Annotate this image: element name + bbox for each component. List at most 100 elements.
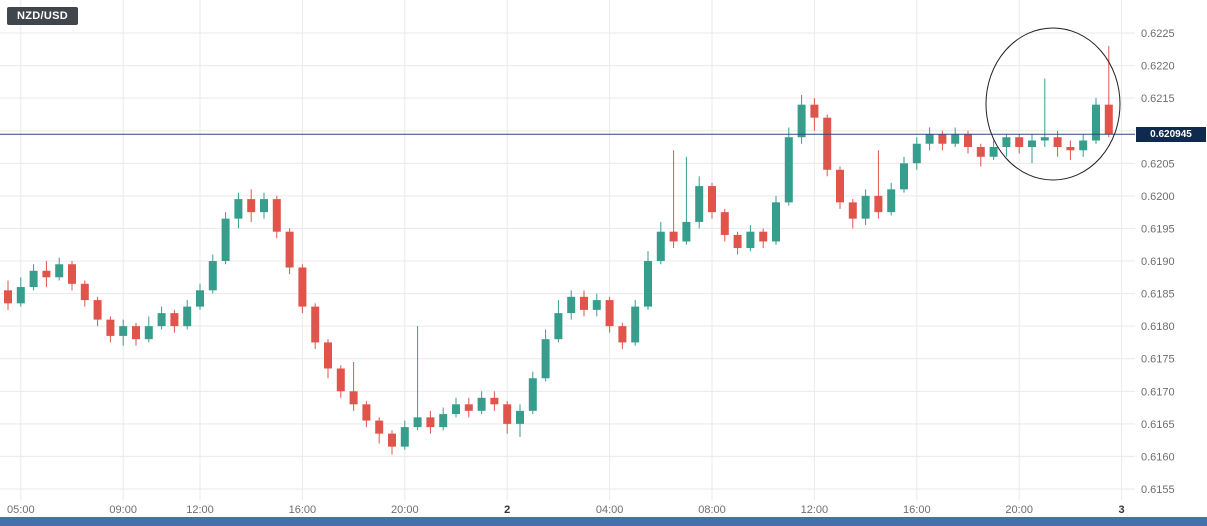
candle: [554, 300, 563, 343]
candle-body: [16, 287, 25, 304]
candle: [452, 397, 460, 418]
candle: [132, 322, 140, 346]
candle: [989, 140, 998, 161]
candle: [68, 261, 76, 291]
candle-body: [669, 231, 678, 242]
x-axis-label: 12:00: [186, 504, 214, 516]
candle: [375, 417, 384, 444]
candle: [1104, 46, 1113, 138]
candle-body: [1002, 137, 1011, 147]
candle-body: [400, 427, 409, 447]
candle-body: [388, 433, 396, 447]
candle: [541, 329, 550, 382]
candle-body: [1079, 140, 1088, 151]
candle: [874, 150, 883, 219]
candle: [298, 264, 307, 314]
candle-body: [272, 199, 281, 232]
candle: [272, 195, 281, 239]
candle: [708, 182, 716, 219]
candle-body: [1066, 147, 1075, 151]
candle: [695, 176, 704, 229]
y-axis-label: 0.6205: [1141, 158, 1175, 170]
candle-body: [541, 339, 550, 379]
candle-body: [132, 326, 140, 340]
candle: [912, 137, 921, 170]
candle: [4, 280, 12, 310]
x-axis-label: 20:00: [1005, 504, 1033, 516]
candle: [157, 306, 166, 330]
y-axis-label: 0.6195: [1141, 223, 1175, 235]
candle-body: [887, 189, 896, 213]
candle: [720, 208, 729, 242]
candle-body: [580, 296, 588, 310]
candle: [1040, 78, 1049, 147]
candle-body: [772, 202, 780, 242]
candle: [887, 182, 896, 216]
candle: [759, 228, 768, 248]
x-axis-label: 16:00: [903, 504, 931, 516]
candle: [592, 293, 601, 317]
candle-body: [708, 186, 716, 213]
candle: [55, 257, 64, 281]
candle: [144, 316, 153, 343]
candle: [644, 251, 652, 310]
candle: [106, 316, 115, 343]
candle-body: [119, 326, 128, 336]
candle-body: [170, 313, 179, 327]
candle-body: [1053, 137, 1062, 147]
grid-layer: 0.62250.62200.62150.62100.62050.62000.61…: [0, 0, 1175, 516]
candle-body: [490, 397, 499, 405]
candle: [426, 410, 435, 434]
candle-body: [247, 199, 256, 213]
candle-body: [900, 163, 908, 190]
bottom-strip: [0, 517, 1207, 526]
y-axis-label: 0.6165: [1141, 419, 1175, 431]
candle-body: [144, 326, 153, 340]
candle: [516, 404, 524, 437]
candle-body: [452, 404, 460, 415]
candle: [439, 407, 448, 431]
candle: [836, 166, 844, 209]
candle-body: [605, 300, 614, 327]
candle-body: [797, 104, 806, 138]
candle-body: [157, 313, 166, 327]
candle-body: [925, 133, 934, 144]
candle-body: [29, 270, 38, 288]
candle-body: [349, 391, 358, 405]
candle-body: [951, 133, 960, 144]
y-axis-label: 0.6160: [1141, 451, 1175, 463]
price-badge: 0.620945: [1136, 126, 1206, 142]
candle-body: [336, 368, 345, 392]
candle-body: [759, 231, 768, 242]
candles-layer: [4, 46, 1113, 455]
candle: [336, 365, 345, 398]
y-axis-label: 0.6200: [1141, 191, 1175, 203]
candle: [183, 300, 192, 330]
candle-body: [720, 212, 729, 235]
candle-body: [746, 231, 755, 248]
candle: [1079, 133, 1088, 157]
candle-body: [93, 300, 102, 320]
circle-annotation: [985, 27, 1121, 181]
candle-body: [1092, 104, 1100, 141]
candle-body: [324, 342, 332, 369]
candle-body: [810, 104, 819, 118]
candle-body: [1104, 104, 1113, 134]
x-axis-label: 12:00: [801, 504, 829, 516]
x-axis-label: 08:00: [698, 504, 726, 516]
candle-body: [784, 137, 793, 203]
candle-body: [567, 296, 576, 314]
candle-body: [42, 270, 51, 278]
y-axis-label: 0.6225: [1141, 28, 1175, 40]
candle-body: [413, 417, 422, 428]
candle-body: [938, 133, 947, 144]
candle-body: [375, 420, 384, 434]
candle-body: [733, 234, 742, 248]
x-axis-label: 05:00: [7, 504, 35, 516]
y-axis-label: 0.6220: [1141, 61, 1175, 73]
candle: [631, 300, 640, 346]
y-axis-label: 0.6215: [1141, 93, 1175, 105]
candle-body: [298, 267, 307, 307]
